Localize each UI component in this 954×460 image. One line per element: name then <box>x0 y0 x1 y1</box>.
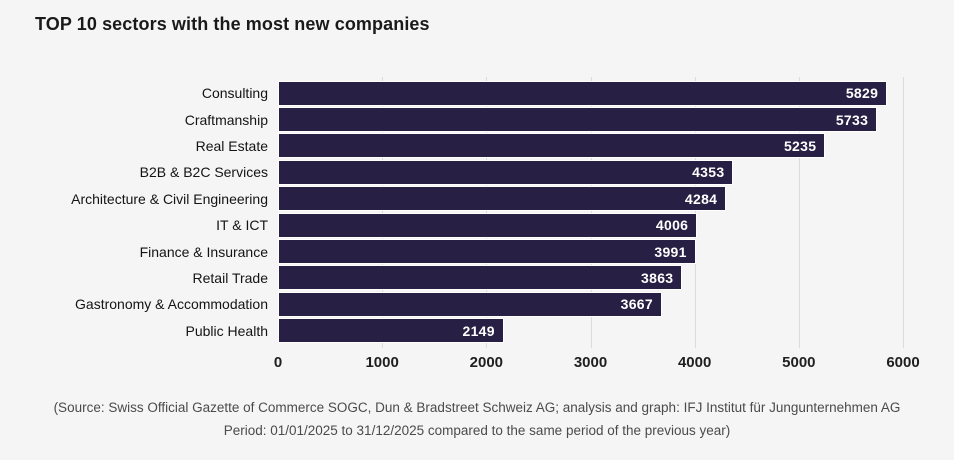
gridline-2000 <box>486 77 488 348</box>
bar: 4353 <box>278 159 734 185</box>
gridline-5000 <box>798 77 800 348</box>
value-label: 3863 <box>641 269 674 286</box>
value-label: 5733 <box>835 111 869 128</box>
bar: 2149 <box>278 318 504 344</box>
chart-row: Real Estate 5235 <box>0 133 954 159</box>
x-tick-label: 6000 <box>886 354 920 371</box>
bar: 5235 <box>278 133 826 159</box>
source-note: (Source: Swiss Official Gazette of Comme… <box>0 396 954 442</box>
x-axis: 0 1000 2000 3000 4000 5000 6000 <box>0 354 954 374</box>
bar: 3667 <box>278 291 662 317</box>
chart-row: Retail Trade 3863 <box>0 265 954 291</box>
value-label: 4284 <box>684 190 718 207</box>
category-label: Gastronomy & Accommodation <box>75 296 268 313</box>
category-label: IT & ICT <box>216 217 268 234</box>
chart-gridlines <box>278 77 904 348</box>
value-label: 5829 <box>845 85 879 102</box>
chart-row: Public Health 2149 <box>0 318 954 344</box>
source-note-line1: (Source: Swiss Official Gazette of Comme… <box>53 400 901 415</box>
x-tick-label: 4000 <box>677 354 712 371</box>
category-label: Craftmanship <box>184 111 268 128</box>
bar: 5733 <box>278 107 878 133</box>
value-label: 4006 <box>655 217 689 234</box>
gridline-6000 <box>903 77 904 348</box>
value-label: 2149 <box>462 322 495 339</box>
gridline-3000 <box>590 77 592 348</box>
chart-row: Gastronomy & Accommodation 3667 <box>0 291 954 317</box>
bar: 5829 <box>278 80 888 106</box>
x-tick-label: 2000 <box>469 354 504 371</box>
value-label: 4353 <box>692 164 725 181</box>
bar: 3863 <box>278 265 683 291</box>
value-label: 3991 <box>654 243 687 260</box>
gridline-4000 <box>694 77 696 348</box>
x-tick-label: 5000 <box>782 354 816 371</box>
bar-chart: Consulting 5829 Craftmanship 5733 Real Estat… <box>0 80 954 344</box>
value-label: 3667 <box>620 296 653 313</box>
category-label: Architecture & Civil Engineering <box>71 190 268 207</box>
chart-row: Craftmanship 5733 <box>0 106 954 133</box>
value-label: 5235 <box>783 137 817 154</box>
bar: 3991 <box>278 239 696 265</box>
category-label: Finance & Insurance <box>139 243 268 260</box>
gridline-1000 <box>382 77 384 348</box>
category-label: Retail Trade <box>192 269 268 286</box>
chart-row: Architecture & Civil Engineering 4284 <box>0 186 954 212</box>
category-label: B2B & B2C Services <box>139 164 268 181</box>
chart-row: IT & ICT 4006 <box>0 212 954 238</box>
chart-row: Consulting 5829 <box>0 80 954 106</box>
bar: 4006 <box>278 212 698 238</box>
x-tick-label: 3000 <box>573 354 608 371</box>
x-tick-label: 1000 <box>365 354 399 371</box>
chart-row: Finance & Insurance 3991 <box>0 238 954 265</box>
x-tick-label: 0 <box>273 354 283 371</box>
chart-row: B2B & B2C Services 4353 <box>0 159 954 185</box>
source-note-line2: Period: 01/01/2025 to 31/12/2025 compare… <box>223 423 731 438</box>
category-label: Consulting <box>201 85 268 102</box>
chart-title: TOP 10 sectors with the most new compani… <box>35 14 430 34</box>
category-label: Public Health <box>185 322 269 339</box>
bar: 4284 <box>278 186 727 212</box>
category-label: Real Estate <box>195 137 268 154</box>
